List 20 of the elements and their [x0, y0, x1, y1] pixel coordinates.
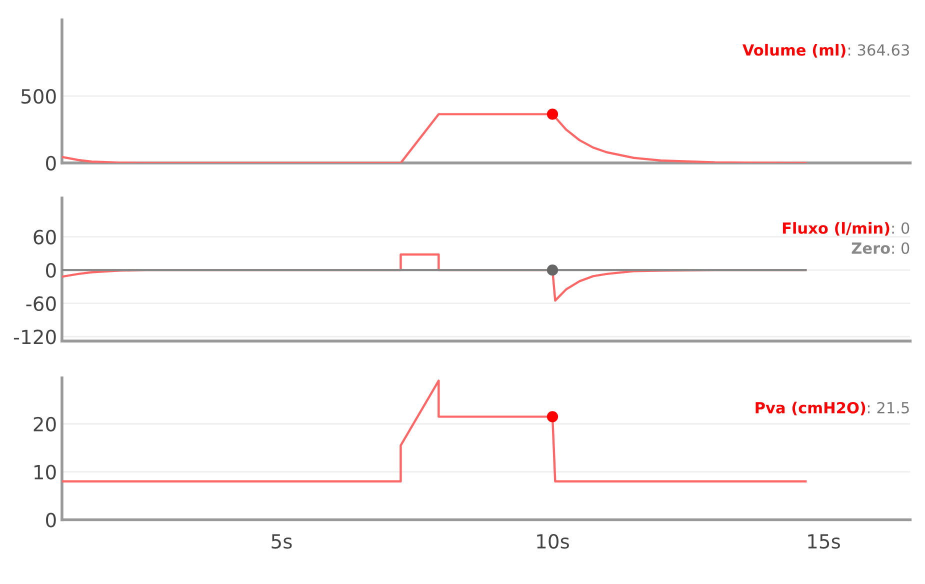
x-tick-label: 5s	[272, 534, 292, 549]
y-tick-label: 10	[34, 464, 56, 480]
y-tick-label: -60	[26, 296, 56, 312]
y-tick-label: 500	[22, 89, 56, 104]
y-tick-label: 0	[46, 156, 56, 171]
y-tick-label: -120	[14, 330, 56, 344]
x-tick-label: 10s	[537, 534, 569, 549]
annotation: : 0	[892, 222, 910, 234]
text: Fluxo (l/min)	[782, 222, 890, 236]
y-tick-label: 20	[34, 416, 56, 432]
annotation: : 0	[892, 242, 910, 254]
text: Zero	[852, 242, 890, 254]
annotation: : 21.5	[868, 402, 909, 414]
annotation: : 364.63	[848, 44, 909, 56]
x-tick-label: 15s	[808, 534, 840, 549]
y-tick-label: 0	[46, 263, 56, 278]
text: Volume (ml)	[742, 44, 846, 58]
text: Pva (cmH2O)	[756, 402, 866, 416]
y-tick-label: 0	[46, 512, 56, 528]
y-tick-label: 60	[34, 230, 56, 244]
